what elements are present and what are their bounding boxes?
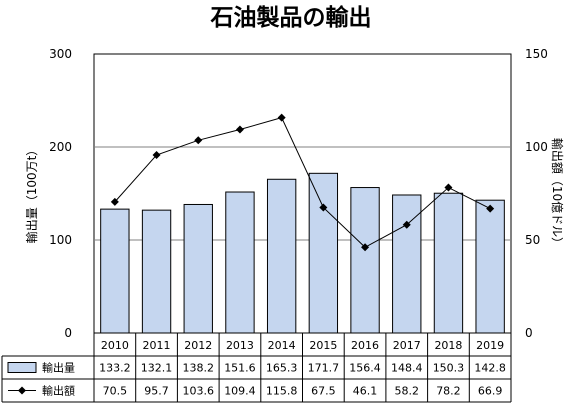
y-tick-label: 100 <box>49 233 72 247</box>
bar <box>433 192 464 334</box>
y-tick-label: 300 <box>49 47 72 61</box>
y-tick-label: 200 <box>49 140 72 154</box>
line-marker <box>444 183 453 192</box>
line-marker <box>235 125 244 134</box>
x-tick-label: 2014 <box>268 339 296 352</box>
legend-key-marker <box>18 386 26 395</box>
x-tick-label: 2018 <box>434 339 462 352</box>
chart-title: 石油製品の輸出 <box>210 4 372 31</box>
data-label: 142.8 <box>474 362 506 375</box>
data-label: 133.2 <box>99 362 131 375</box>
data-label: 148.4 <box>391 362 423 375</box>
y2-tick-label: 0 <box>525 326 533 340</box>
line-marker <box>486 204 495 213</box>
data-label: 115.8 <box>266 385 298 398</box>
data-label: 95.7 <box>144 385 169 398</box>
bar <box>141 209 172 334</box>
line-marker <box>152 150 161 159</box>
bars <box>100 172 505 334</box>
data-label: 78.2 <box>436 385 461 398</box>
bar <box>100 208 130 334</box>
data-label: 103.6 <box>183 385 215 398</box>
data-label: 138.2 <box>183 362 215 375</box>
data-label: 66.9 <box>478 385 503 398</box>
y2-axis-title: 輸出額（10億ドル） <box>550 138 565 249</box>
x-tick-label: 2010 <box>101 339 129 352</box>
data-label: 132.1 <box>141 362 173 375</box>
data-label: 156.4 <box>349 362 381 375</box>
y2-tick-label: 100 <box>525 140 548 154</box>
data-label: 150.3 <box>433 362 465 375</box>
data-label: 171.7 <box>308 362 340 375</box>
y2-tick-label: 50 <box>525 233 540 247</box>
data-label: 46.1 <box>353 385 378 398</box>
line-series <box>110 113 495 252</box>
data-label: 70.5 <box>103 385 128 398</box>
y-axis-title: 輸出量（100万t） <box>24 144 39 244</box>
line-marker <box>194 136 203 145</box>
line-marker <box>110 197 119 206</box>
line-path <box>114 117 491 248</box>
bar <box>475 199 505 334</box>
line-marker <box>277 113 286 122</box>
axes: 0 100 200 300 0 50 100 150 輸出量（100万t） 輸出額（10億ドル） <box>24 47 565 340</box>
bar <box>392 194 422 334</box>
data-label: 165.3 <box>266 362 298 375</box>
bar <box>225 191 255 334</box>
y2-tick-label: 150 <box>525 47 548 61</box>
line-marker <box>319 203 328 212</box>
x-tick-label: 2012 <box>184 339 212 352</box>
x-tick-label: 2011 <box>143 339 171 352</box>
x-tick-label: 2013 <box>226 339 254 352</box>
x-tick-label: 2017 <box>393 339 421 352</box>
data-label: 67.5 <box>311 385 336 398</box>
x-tick-label: 2016 <box>351 339 379 352</box>
x-tick-label: 2019 <box>476 339 504 352</box>
data-table: 2010 2011 2012 2013 2014 2015 2016 2017 2018 2019… <box>1 333 512 403</box>
bar <box>183 203 213 334</box>
bar <box>308 172 339 334</box>
line-marker <box>402 220 411 229</box>
legend-label: 輸出額 <box>42 384 75 398</box>
bar <box>350 187 380 334</box>
data-label: 109.4 <box>224 385 256 398</box>
legend-label: 輸出量 <box>42 361 75 375</box>
legend-key-bar <box>7 362 37 373</box>
bar <box>266 178 297 334</box>
x-tick-label: 2015 <box>309 339 337 352</box>
y-tick-label: 0 <box>64 326 72 340</box>
data-label: 58.2 <box>395 385 420 398</box>
data-label: 151.6 <box>224 362 256 375</box>
line-marker <box>361 243 370 252</box>
